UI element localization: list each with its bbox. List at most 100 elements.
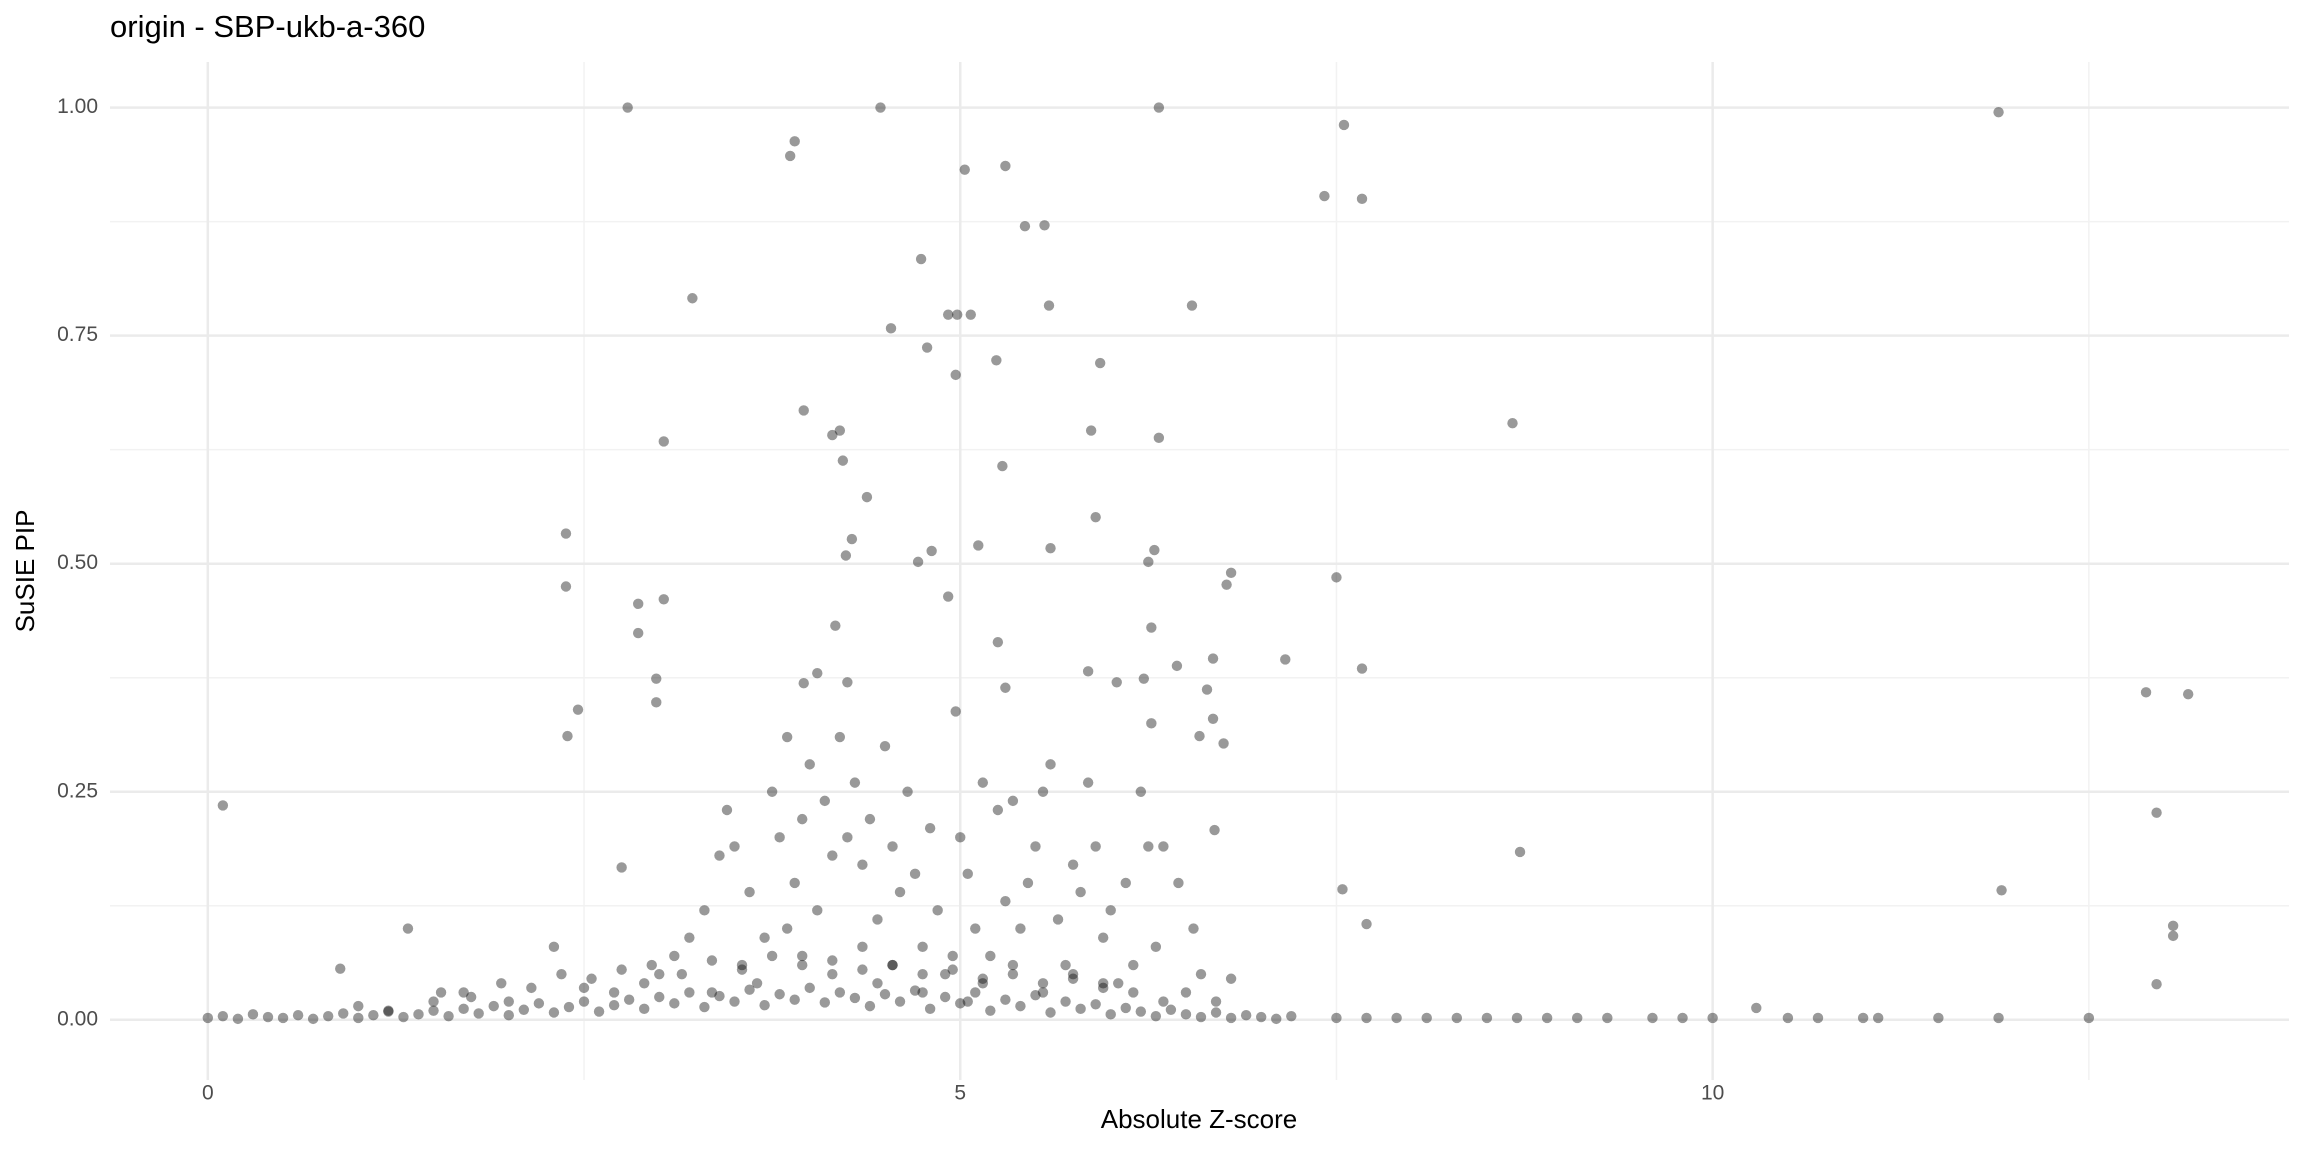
point <box>1146 622 1157 633</box>
point <box>1188 923 1199 934</box>
point <box>736 964 748 975</box>
point <box>1451 1012 1463 1024</box>
point <box>879 740 891 752</box>
point <box>398 1011 409 1023</box>
point <box>654 968 665 980</box>
point <box>2167 930 2179 942</box>
point <box>840 550 852 561</box>
point <box>766 786 778 797</box>
point <box>864 1000 876 1012</box>
point <box>503 996 514 1007</box>
point <box>827 850 838 861</box>
point <box>926 545 937 557</box>
point <box>292 1010 304 1021</box>
point <box>736 959 748 971</box>
point <box>1143 841 1154 852</box>
point <box>924 823 936 834</box>
point <box>383 1006 394 1017</box>
points <box>202 102 2194 1025</box>
point <box>1007 959 1019 971</box>
point <box>353 1000 364 1012</box>
point <box>917 987 928 998</box>
y-tick-label: 0.75 <box>57 323 98 346</box>
point <box>827 429 838 441</box>
point <box>262 1011 274 1023</box>
point <box>955 998 966 1009</box>
point <box>798 677 809 689</box>
point <box>1361 1012 1372 1024</box>
point <box>781 923 793 934</box>
point <box>1195 968 1207 980</box>
point <box>1180 1009 1192 1020</box>
point <box>687 293 698 304</box>
point <box>751 978 763 989</box>
point <box>1180 987 1192 998</box>
point <box>1933 1012 1944 1024</box>
point <box>1094 357 1106 369</box>
point <box>992 636 1004 648</box>
point <box>962 868 973 880</box>
point <box>846 533 858 545</box>
point <box>699 1001 710 1013</box>
point <box>837 455 849 466</box>
point <box>977 973 989 984</box>
point <box>804 982 815 994</box>
point <box>894 996 906 1007</box>
point <box>1090 511 1101 523</box>
point <box>1338 119 1350 131</box>
point <box>496 978 507 989</box>
point <box>526 982 537 994</box>
point <box>556 968 567 980</box>
point <box>797 813 808 825</box>
point <box>1225 973 1237 984</box>
point <box>1138 673 1150 684</box>
point <box>1015 1000 1026 1012</box>
point <box>1356 663 1368 674</box>
point <box>1280 654 1291 665</box>
point <box>909 985 921 996</box>
point <box>488 1000 499 1012</box>
point <box>1150 941 1162 953</box>
point <box>654 991 665 1003</box>
point <box>632 598 644 610</box>
point <box>1120 1002 1131 1014</box>
point <box>1210 996 1222 1007</box>
point <box>562 730 573 742</box>
point <box>2151 979 2162 990</box>
point <box>2151 807 2162 818</box>
point <box>917 968 928 980</box>
point <box>1421 1012 1432 1024</box>
point <box>1075 1003 1086 1015</box>
point <box>798 405 809 416</box>
y-tick-label: 0.50 <box>57 551 98 574</box>
point <box>1171 660 1183 672</box>
point <box>533 998 545 1009</box>
point <box>830 620 841 631</box>
point <box>1572 1012 1583 1024</box>
point <box>1150 1010 1162 1022</box>
point <box>518 1004 530 1015</box>
point <box>1082 666 1094 677</box>
point <box>1037 987 1049 998</box>
point <box>1541 1012 1553 1024</box>
point <box>473 1008 484 1019</box>
point <box>774 989 785 1000</box>
point <box>1030 989 1041 1001</box>
point <box>1105 905 1116 916</box>
point <box>676 968 688 980</box>
point <box>1090 841 1101 852</box>
point <box>1225 1012 1237 1024</box>
point <box>970 923 981 934</box>
point <box>872 914 883 925</box>
point <box>1361 918 1372 930</box>
point <box>1128 987 1139 998</box>
point <box>1000 896 1011 907</box>
point <box>1240 1010 1252 1021</box>
point <box>875 102 886 113</box>
point <box>894 886 906 898</box>
point <box>1255 1011 1267 1023</box>
point <box>608 987 620 998</box>
point <box>887 959 898 971</box>
y-tick-label: 1.00 <box>57 95 98 118</box>
point <box>1207 713 1219 724</box>
